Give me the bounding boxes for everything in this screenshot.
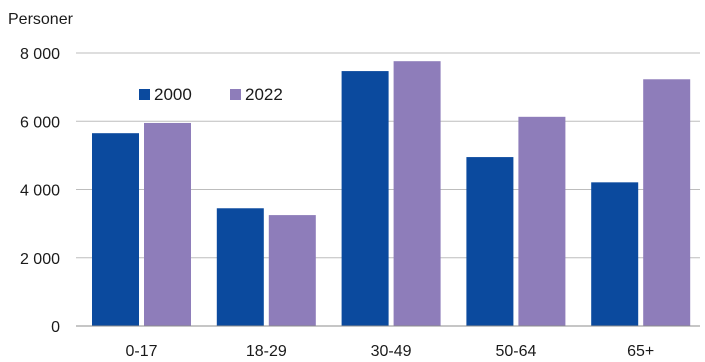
bar-2022-65+ [643,79,691,327]
legend-swatch-2000 [139,89,150,100]
bar-2022-30-49 [393,61,441,326]
x-tick-label: 50-64 [495,343,536,360]
bar-2000-0-17 [92,133,139,326]
y-axis-ticks: 0 2 000 4 000 6 000 8 000 [20,46,60,336]
legend-label: 2022 [245,85,283,104]
bar-2022-0-17 [144,122,191,326]
y-tick-label: 0 [51,319,60,336]
bar-2022-18-29 [268,215,316,326]
bars [92,61,691,327]
bar-2000-65+ [591,182,639,326]
bar-2022-50-64 [518,116,566,326]
x-tick-label: 0-17 [125,343,157,360]
bar-2000-18-29 [216,208,264,326]
legend-label: 2000 [154,85,192,104]
x-tick-label: 18-29 [246,343,287,360]
y-tick-label: 2 000 [20,251,60,268]
x-tick-label: 65+ [627,343,654,360]
legend: 2000 2022 [139,85,283,104]
bar-2000-50-64 [466,157,514,326]
x-tick-label: 30-49 [371,343,412,360]
y-axis-label: Personer [8,11,74,28]
x-axis-ticks: 0-17 18-29 30-49 50-64 65+ [125,343,654,360]
bar-2000-30-49 [341,71,389,327]
y-tick-label: 6 000 [20,114,60,131]
y-tick-label: 8 000 [20,46,60,63]
legend-swatch-2022 [230,89,241,100]
y-tick-label: 4 000 [20,183,60,200]
